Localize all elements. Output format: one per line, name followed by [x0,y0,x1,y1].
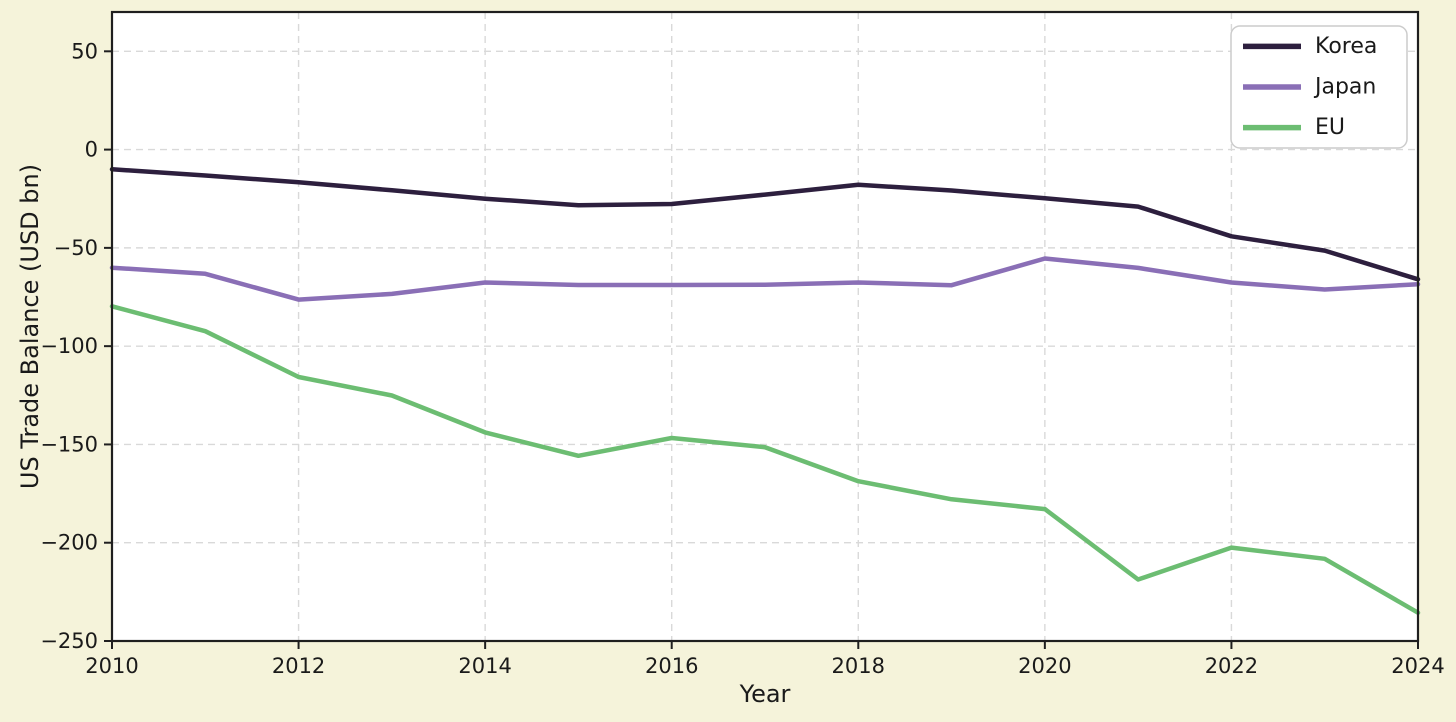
plot-border [110,10,1420,643]
x-tick-label: 2014 [458,654,511,678]
series-line-japan [109,256,1421,302]
x-tick-label: 2018 [832,654,885,678]
x-tick-label: 2016 [645,654,698,678]
legend-label: Japan [1313,75,1376,100]
plot-area [112,12,1418,641]
y-tick-label: −100 [40,334,98,358]
legend-box [1230,25,1408,149]
legend-entry-korea: Korea [1243,34,1377,59]
series-line-korea [109,167,1421,282]
series-line-eu [109,304,1421,615]
legend-entry-japan: Japan [1243,75,1376,100]
x-tick-label: 2020 [1018,654,1071,678]
y-axis-label: US Trade Balance (USD bn) [16,164,44,489]
x-tick-label: 2010 [85,654,138,678]
legend-label: EU [1315,115,1345,140]
legend-label: Korea [1315,34,1377,59]
y-tick-label: 0 [85,138,98,162]
axis-ticks [104,50,1419,649]
x-tick-label: 2024 [1391,654,1444,678]
x-axis-label: Year [739,680,791,708]
y-tick-label: −250 [40,629,98,653]
x-tick-label: 2012 [272,654,325,678]
y-tick-label: −150 [40,432,98,456]
legend: Korea Japan EU [1230,25,1408,149]
legend-entry-eu: EU [1243,115,1345,140]
x-tick-label: 2022 [1205,654,1258,678]
y-tick-label: −50 [54,236,98,260]
y-tick-label: −200 [40,531,98,555]
y-tick-label: 50 [71,39,98,63]
